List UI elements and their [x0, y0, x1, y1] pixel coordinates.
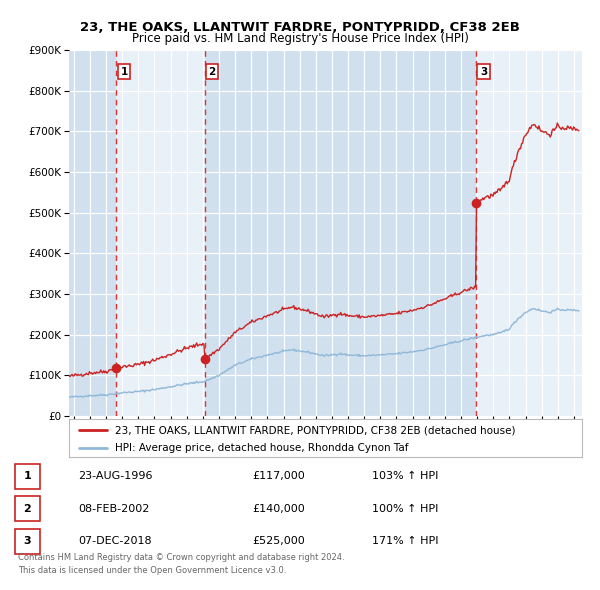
- Text: 23, THE OAKS, LLANTWIT FARDRE, PONTYPRIDD, CF38 2EB (detached house): 23, THE OAKS, LLANTWIT FARDRE, PONTYPRID…: [115, 425, 515, 435]
- Text: 3: 3: [480, 67, 487, 77]
- Text: £117,000: £117,000: [252, 471, 305, 481]
- Text: Price paid vs. HM Land Registry's House Price Index (HPI): Price paid vs. HM Land Registry's House …: [131, 32, 469, 45]
- Text: 2: 2: [23, 504, 31, 514]
- Text: 3: 3: [23, 536, 31, 546]
- Text: 103% ↑ HPI: 103% ↑ HPI: [372, 471, 439, 481]
- Bar: [116, 50, 205, 416]
- Text: 23-AUG-1996: 23-AUG-1996: [78, 471, 152, 481]
- Text: Contains HM Land Registry data © Crown copyright and database right 2024.: Contains HM Land Registry data © Crown c…: [18, 553, 344, 562]
- Text: £525,000: £525,000: [252, 536, 305, 546]
- Text: 2: 2: [209, 67, 216, 77]
- Text: 171% ↑ HPI: 171% ↑ HPI: [372, 536, 439, 546]
- Bar: [205, 50, 476, 416]
- Text: This data is licensed under the Open Government Licence v3.0.: This data is licensed under the Open Gov…: [18, 566, 286, 575]
- Text: 23, THE OAKS, LLANTWIT FARDRE, PONTYPRIDD, CF38 2EB: 23, THE OAKS, LLANTWIT FARDRE, PONTYPRID…: [80, 21, 520, 34]
- Text: 1: 1: [23, 471, 31, 481]
- Text: £140,000: £140,000: [252, 504, 305, 514]
- Text: 100% ↑ HPI: 100% ↑ HPI: [372, 504, 439, 514]
- Text: HPI: Average price, detached house, Rhondda Cynon Taf: HPI: Average price, detached house, Rhon…: [115, 444, 409, 454]
- Bar: [69, 50, 116, 416]
- Text: 08-FEB-2002: 08-FEB-2002: [78, 504, 149, 514]
- Text: 1: 1: [121, 67, 128, 77]
- Bar: [476, 50, 582, 416]
- Text: 07-DEC-2018: 07-DEC-2018: [78, 536, 152, 546]
